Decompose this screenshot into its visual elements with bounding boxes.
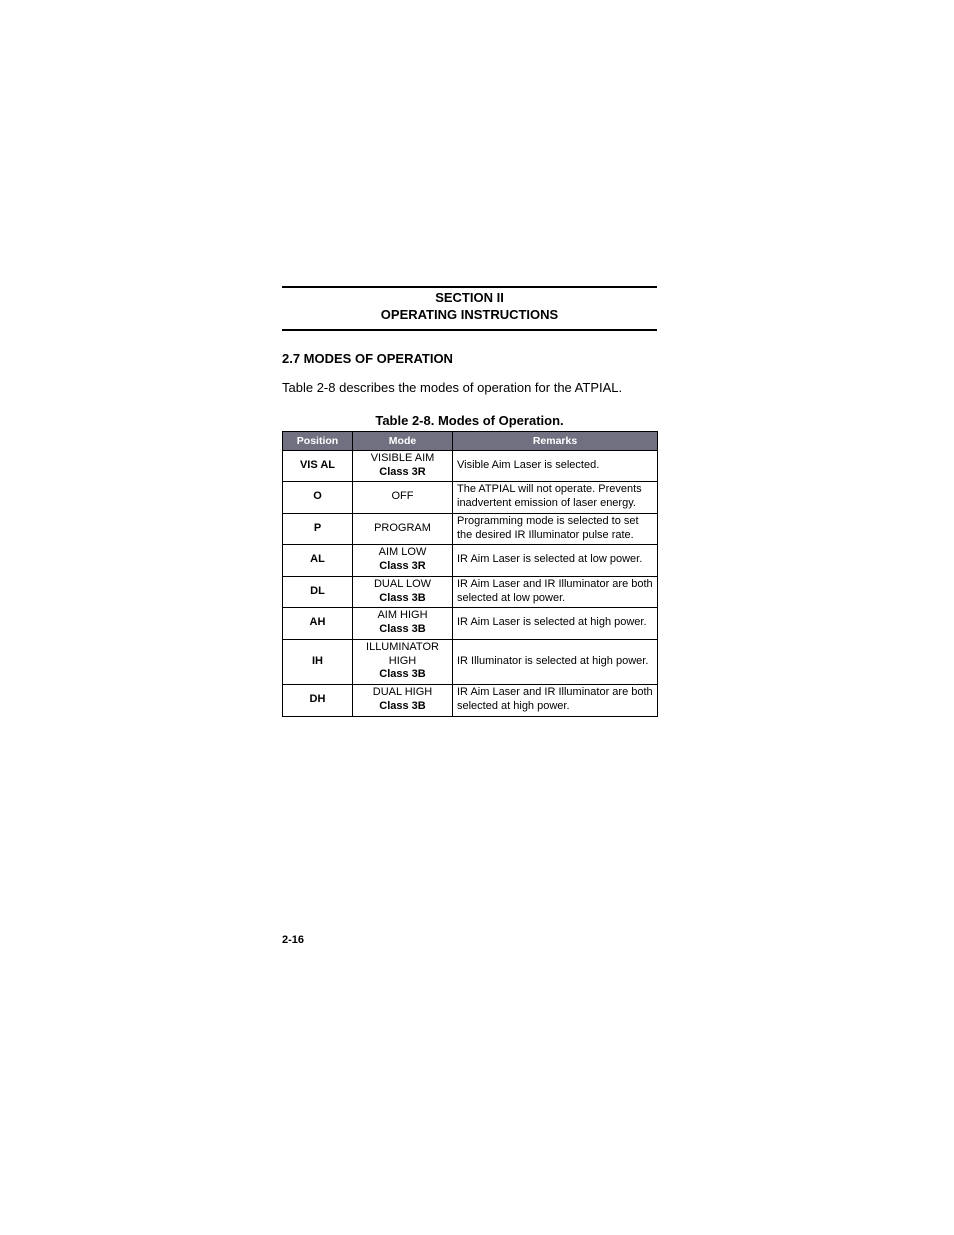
mode-name: AIM LOW [379,546,427,558]
cell-position: DL [283,576,353,608]
cell-position: AH [283,608,353,640]
cell-position: DH [283,685,353,717]
cell-position: P [283,513,353,545]
table-row: IH ILLUMINATOR HIGH Class 3B IR Illumina… [283,639,658,684]
cell-position: IH [283,639,353,684]
subsection-heading: 2.7 MODES OF OPERATION [282,351,657,366]
cell-mode: VISIBLE AIM Class 3R [353,450,453,482]
cell-remarks: IR Aim Laser and IR Illuminator are both… [453,685,658,717]
table-row: AH AIM HIGH Class 3B IR Aim Laser is sel… [283,608,658,640]
modes-table: Position Mode Remarks VIS AL VISIBLE AIM… [282,431,658,717]
mode-class: Class 3R [379,466,425,478]
cell-remarks: The ATPIAL will not operate. Prevents in… [453,482,658,514]
table-row: P PROGRAM Programming mode is selected t… [283,513,658,545]
mode-name: ILLUMINATOR HIGH [366,641,439,667]
cell-position: VIS AL [283,450,353,482]
cell-position: O [283,482,353,514]
cell-remarks: IR Illuminator is selected at high power… [453,639,658,684]
mode-class: Class 3B [379,700,425,712]
table-row: AL AIM LOW Class 3R IR Aim Laser is sele… [283,545,658,577]
cell-remarks: Visible Aim Laser is selected. [453,450,658,482]
mode-class: Class 3R [379,560,425,572]
mode-name: DUAL LOW [374,578,431,590]
mode-name: AIM HIGH [377,609,427,621]
mode-class: Class 3B [379,668,425,680]
section-line-1: SECTION II [282,290,657,307]
cell-mode: AIM LOW Class 3R [353,545,453,577]
table-row: DH DUAL HIGH Class 3B IR Aim Laser and I… [283,685,658,717]
cell-mode: AIM HIGH Class 3B [353,608,453,640]
section-line-2: OPERATING INSTRUCTIONS [282,307,657,324]
mode-name: DUAL HIGH [373,686,433,698]
section-header: SECTION II OPERATING INSTRUCTIONS [282,286,657,331]
col-mode: Mode [353,431,453,450]
cell-remarks: IR Aim Laser is selected at high power. [453,608,658,640]
cell-mode: ILLUMINATOR HIGH Class 3B [353,639,453,684]
cell-mode: OFF [353,482,453,514]
mode-class: Class 3B [379,592,425,604]
table-row: O OFF The ATPIAL will not operate. Preve… [283,482,658,514]
table-caption: Table 2-8. Modes of Operation. [282,413,657,428]
cell-mode: PROGRAM [353,513,453,545]
mode-name: PROGRAM [374,522,431,534]
table-row: VIS AL VISIBLE AIM Class 3R Visible Aim … [283,450,658,482]
document-page: SECTION II OPERATING INSTRUCTIONS 2.7 MO… [0,0,954,1235]
cell-mode: DUAL HIGH Class 3B [353,685,453,717]
cell-position: AL [283,545,353,577]
mode-name: OFF [392,490,414,502]
cell-remarks: IR Aim Laser is selected at low power. [453,545,658,577]
cell-mode: DUAL LOW Class 3B [353,576,453,608]
cell-remarks: IR Aim Laser and IR Illuminator are both… [453,576,658,608]
page-number: 2-16 [282,934,304,946]
intro-paragraph: Table 2-8 describes the modes of operati… [282,380,657,395]
mode-class: Class 3B [379,623,425,635]
cell-remarks: Programming mode is selected to set the … [453,513,658,545]
mode-name: VISIBLE AIM [371,452,435,464]
table-header-row: Position Mode Remarks [283,431,658,450]
col-remarks: Remarks [453,431,658,450]
col-position: Position [283,431,353,450]
table-row: DL DUAL LOW Class 3B IR Aim Laser and IR… [283,576,658,608]
